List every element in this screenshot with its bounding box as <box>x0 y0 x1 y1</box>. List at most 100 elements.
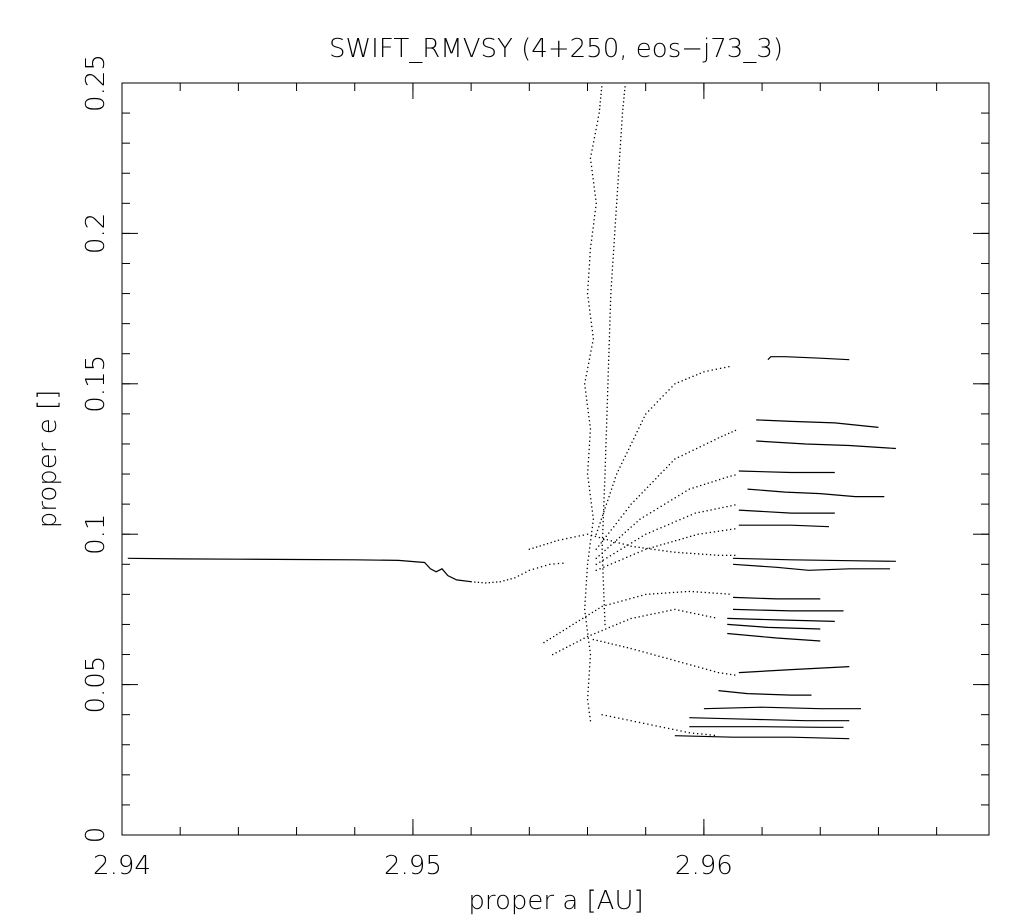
data-point <box>549 637 551 640</box>
data-point <box>646 486 649 488</box>
data-point <box>716 592 718 594</box>
data-point <box>650 653 652 655</box>
data-point <box>682 662 684 664</box>
data-point <box>734 528 736 530</box>
data-point <box>586 635 589 638</box>
data-point <box>730 554 732 556</box>
data-point <box>609 308 611 310</box>
data-point <box>637 595 639 598</box>
data-point <box>603 497 605 499</box>
data-point <box>670 551 672 553</box>
data-point <box>603 608 605 610</box>
data-point <box>589 715 591 718</box>
data-point <box>726 554 728 556</box>
data-point <box>615 218 617 220</box>
data-point <box>607 367 610 369</box>
data-point <box>532 568 535 570</box>
data-point <box>553 635 555 638</box>
data-point <box>600 518 602 520</box>
data-point <box>701 533 703 535</box>
data-point <box>730 505 732 507</box>
data-point <box>670 609 672 611</box>
data-point <box>610 289 612 291</box>
data-point <box>712 592 714 594</box>
data-point <box>659 398 661 400</box>
data-point <box>675 540 677 542</box>
data-point <box>686 552 688 554</box>
data-point <box>587 366 589 369</box>
data-point <box>587 633 589 635</box>
data-point <box>618 159 621 161</box>
data-point <box>607 371 609 373</box>
data-point <box>591 510 593 512</box>
data-point <box>702 667 704 669</box>
data-point <box>674 659 676 662</box>
data-point <box>591 325 593 328</box>
data-point <box>546 543 549 545</box>
y-tick-label: 0.05 <box>81 656 111 714</box>
data-point <box>588 358 591 360</box>
data-point <box>620 132 622 134</box>
data-point <box>617 601 619 603</box>
data-point <box>618 542 620 544</box>
data-point <box>477 581 480 583</box>
data-point <box>688 590 690 593</box>
data-point <box>587 411 589 414</box>
series-dots-11 <box>552 608 716 656</box>
data-point <box>606 418 608 420</box>
data-point <box>671 499 673 501</box>
data-point <box>614 541 616 543</box>
data-point <box>705 553 708 556</box>
data-point <box>703 444 705 446</box>
data-point <box>698 613 700 615</box>
data-point <box>623 97 625 99</box>
data-point <box>722 477 725 479</box>
series-track-18 <box>747 488 885 498</box>
data-point <box>605 453 607 456</box>
data-point <box>594 215 596 217</box>
data-point <box>615 522 617 525</box>
data-point <box>717 672 720 674</box>
data-point <box>586 699 589 701</box>
data-point <box>731 431 733 433</box>
data-point <box>706 442 709 444</box>
data-point <box>663 469 665 471</box>
series-track-22 <box>732 563 891 571</box>
data-point <box>605 449 607 452</box>
data-point <box>717 554 720 556</box>
data-point <box>678 539 681 541</box>
data-point <box>609 715 612 718</box>
series-track-0 <box>127 557 472 583</box>
y-tick-label: 0.15 <box>81 355 111 413</box>
data-point <box>659 726 661 728</box>
data-point <box>595 557 597 559</box>
data-point <box>628 506 630 508</box>
data-point <box>604 473 606 475</box>
data-point <box>613 602 615 604</box>
data-point <box>595 563 597 565</box>
data-point <box>706 510 708 512</box>
data-point <box>705 733 707 736</box>
data-point <box>585 395 587 397</box>
data-point <box>595 533 597 535</box>
series-track-27 <box>727 632 821 642</box>
data-point <box>620 139 622 142</box>
data-point <box>614 234 616 236</box>
data-point <box>592 522 594 524</box>
data-point <box>709 669 712 672</box>
data-point <box>596 529 599 532</box>
data-point <box>654 548 656 551</box>
data-point <box>488 582 490 584</box>
data-point <box>582 617 584 620</box>
data-point <box>602 564 604 566</box>
data-point <box>621 112 624 114</box>
series-track-20 <box>738 524 830 528</box>
data-point <box>650 548 652 550</box>
data-point <box>609 603 611 605</box>
data-point <box>557 539 560 541</box>
data-point <box>598 545 600 547</box>
data-point <box>589 260 591 262</box>
data-point <box>485 582 487 584</box>
data-point <box>617 175 620 177</box>
data-point <box>591 169 593 172</box>
